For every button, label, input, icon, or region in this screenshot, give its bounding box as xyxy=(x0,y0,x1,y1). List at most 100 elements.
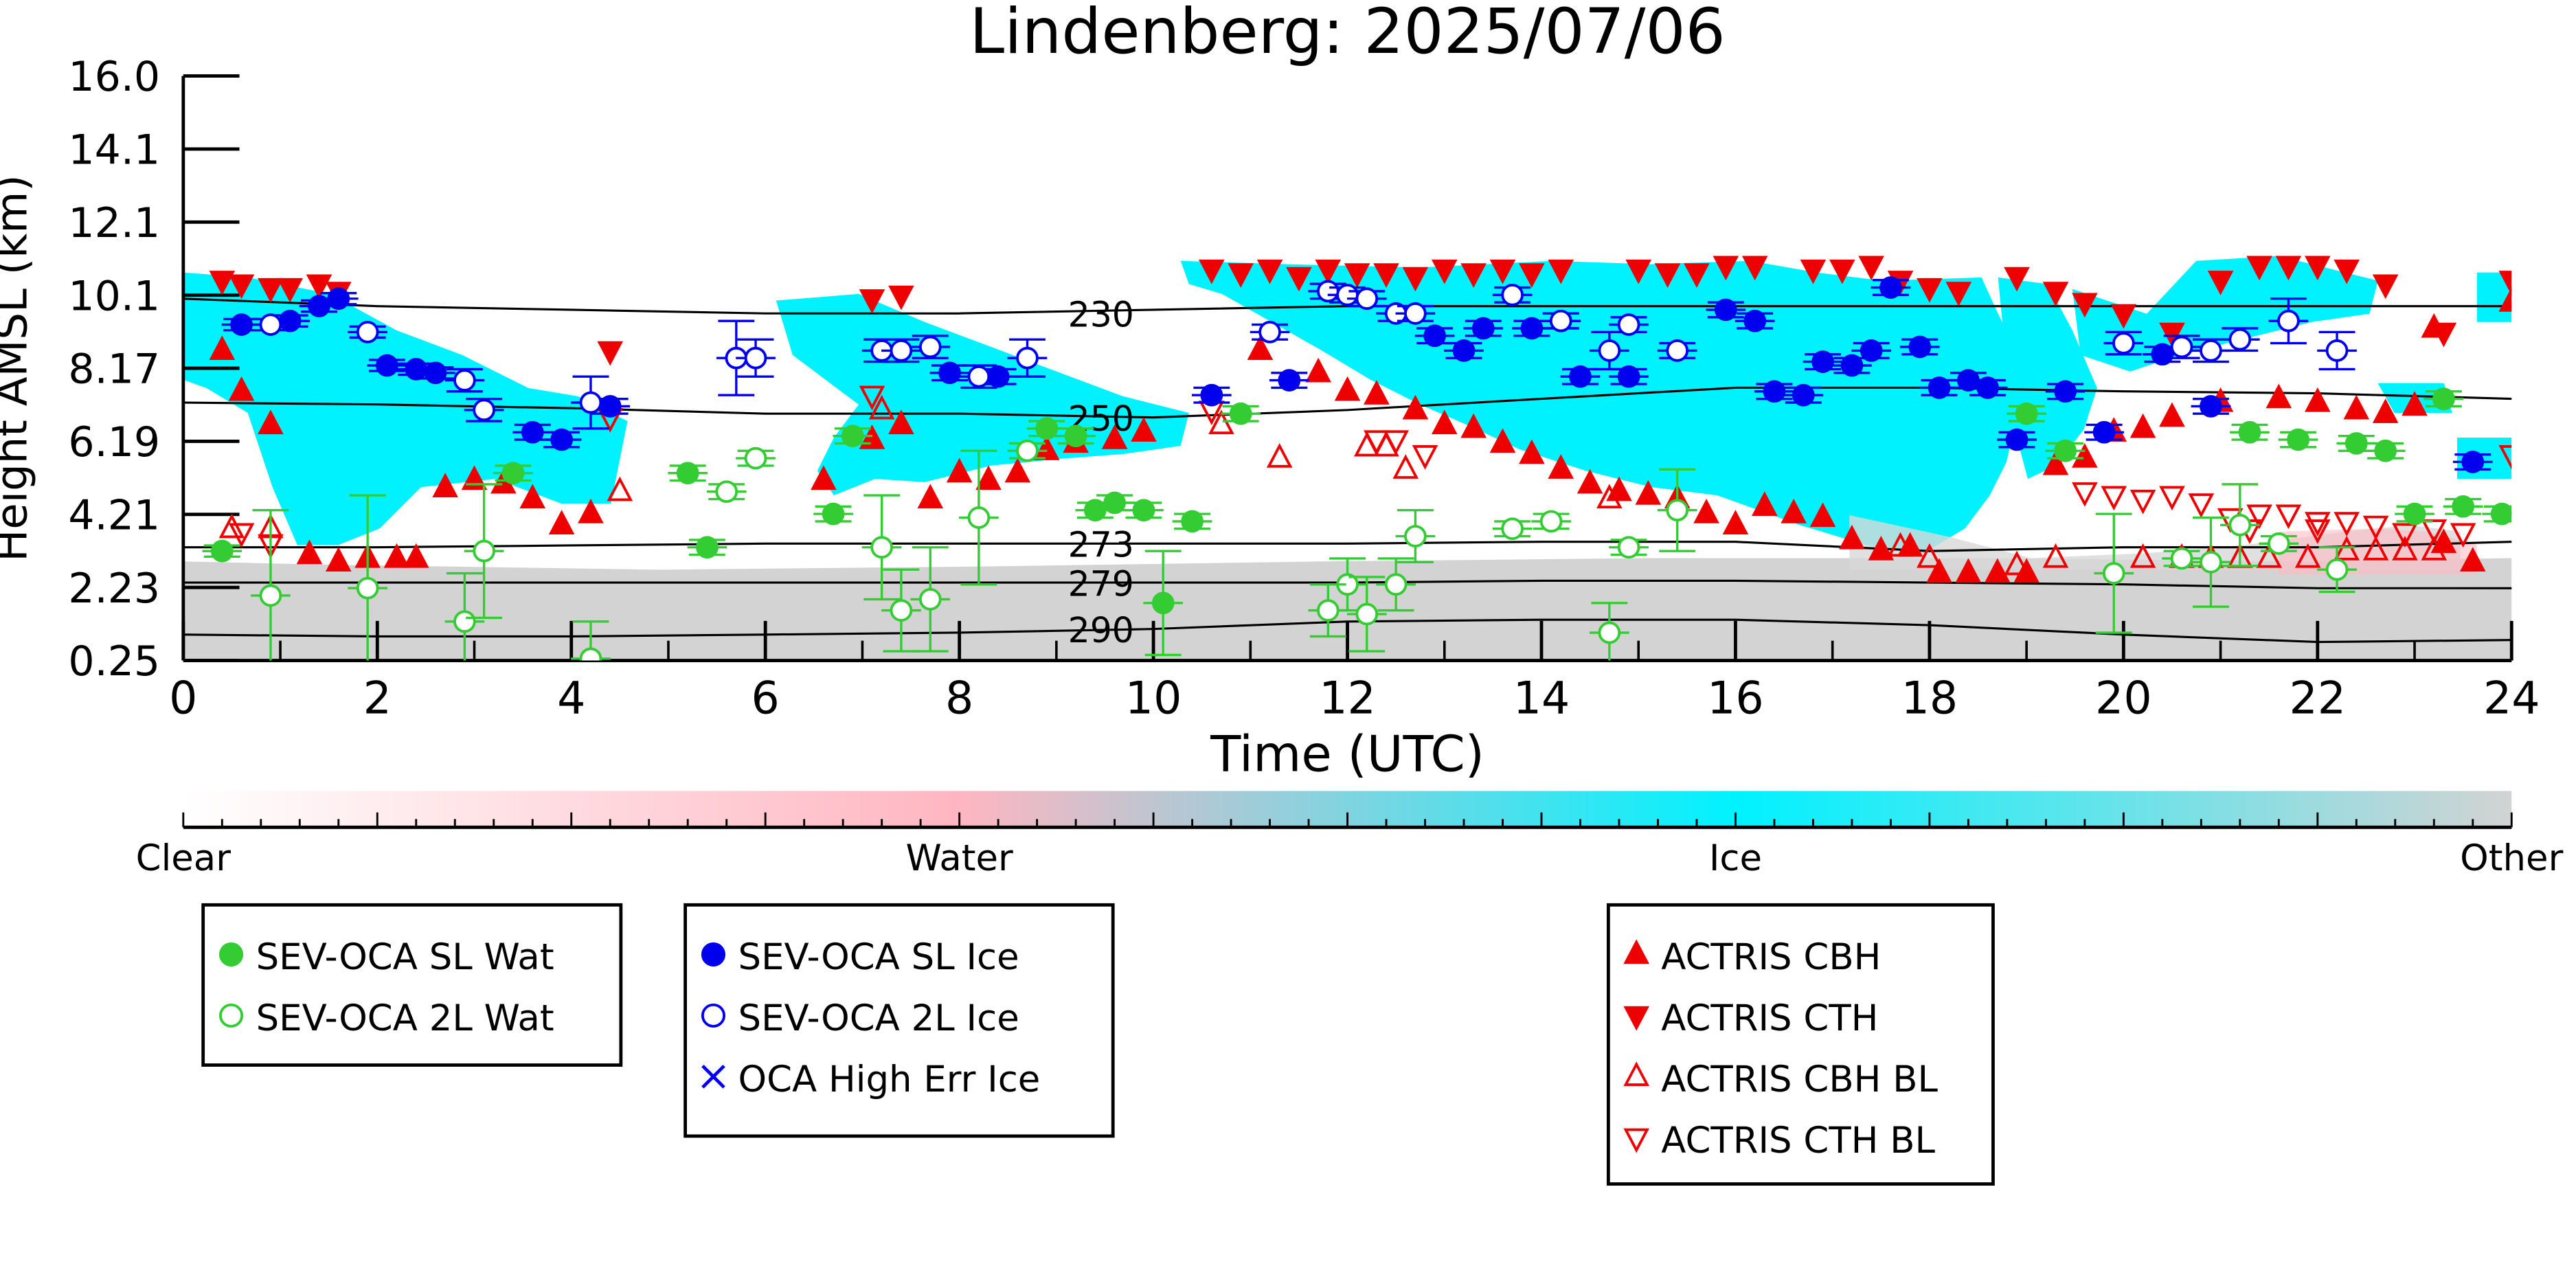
dl_ice-point-28 xyxy=(2325,339,2349,362)
isotherm-line-230 xyxy=(183,297,2512,315)
cth_bl-point-0 xyxy=(228,523,255,548)
sl_ice-point-13 xyxy=(1278,369,1301,392)
legend-label-sl_wat: SEV-OCA SL Wat xyxy=(256,936,554,978)
cth-point-21 xyxy=(1548,259,1574,284)
cth_bl-point-18 xyxy=(2362,515,2389,541)
x-tick-label-2: 2 xyxy=(363,673,392,724)
cth-point-2 xyxy=(258,278,284,303)
cth-point-42 xyxy=(2334,259,2360,284)
x-tick-label-24: 24 xyxy=(2483,673,2540,724)
cbh-point-6 xyxy=(383,543,410,568)
y-tick-label-12.1: 12.1 xyxy=(68,199,160,247)
cth-point-0 xyxy=(209,271,236,295)
dl_ice-point-26 xyxy=(2228,328,2252,351)
cth_bl-point-5 xyxy=(1364,430,1390,455)
cbh_bl-point-10 xyxy=(1887,532,1914,557)
cth-point-1 xyxy=(228,274,255,300)
dl_ice-point-24 xyxy=(2170,335,2193,359)
sl_ice-point-8 xyxy=(550,428,573,451)
cth-point-33 xyxy=(2004,267,2030,292)
cth-point-35 xyxy=(2072,293,2098,318)
dl_wat-point-26 xyxy=(2267,532,2290,555)
cth-point-41 xyxy=(2304,256,2331,281)
y-axis-label: Height AMSL (km) xyxy=(0,174,36,561)
cth-point-37 xyxy=(2159,322,2185,348)
x-tick-label-20: 20 xyxy=(2095,673,2152,724)
cbh-point-47 xyxy=(1926,558,1952,583)
x-tick-label-8: 8 xyxy=(945,673,973,724)
cth_bl-point-21 xyxy=(2450,523,2476,548)
legend-marker-cbh_bl xyxy=(1623,1061,1650,1086)
dl_wat-point-20 xyxy=(1617,536,1640,559)
cbh-point-30 xyxy=(1431,409,1458,435)
sl_ice-point-27 xyxy=(1860,339,1883,362)
cth-point-17 xyxy=(1431,259,1458,284)
cth_bl-point-15 xyxy=(2275,504,2302,530)
legend-box-2: ACTRIS CBH ACTRIS CTH ACTRIS CBH BL ACTRIS … xyxy=(1606,903,1995,1186)
cth-point-22 xyxy=(1625,259,1652,284)
cbh-point-52 xyxy=(2072,442,2098,468)
sl_wat-point-17 xyxy=(2287,428,2309,451)
series-dl_wat xyxy=(251,439,2357,661)
cbh_bl-point-23 xyxy=(2421,536,2448,561)
cbh_bl-point-18 xyxy=(2256,543,2282,568)
sl_wat-point-12 xyxy=(1181,510,1204,533)
sl_wat-point-13 xyxy=(1229,402,1252,425)
dl_wat-point-23 xyxy=(2170,547,2193,570)
cth-point-34 xyxy=(2042,282,2069,307)
isotherm-label-279: 279 xyxy=(1068,563,1134,604)
cbh_bl-point-4 xyxy=(1208,409,1234,435)
legend-marker-err_ice xyxy=(701,1064,725,1089)
cth_bl-point-8 xyxy=(2072,482,2098,507)
cth-point-24 xyxy=(1684,263,1710,289)
sl_wat-point-22 xyxy=(2452,495,2474,518)
cbh-point-59 xyxy=(2343,394,2370,420)
sl_ice-point-10 xyxy=(938,361,961,385)
cbh_bl-point-13 xyxy=(2042,543,2069,568)
cbh-point-34 xyxy=(1548,454,1574,479)
cth-point-3 xyxy=(277,278,303,303)
y-tick-label-6.19: 6.19 xyxy=(68,418,160,466)
sl_ice-point-28 xyxy=(1879,276,1902,299)
dl_wat-point-4 xyxy=(579,647,602,661)
cbh-point-2 xyxy=(258,409,284,435)
cbh-point-42 xyxy=(1781,499,1807,523)
data-points xyxy=(202,256,2512,661)
legend-label-cth_bl: ACTRIS CTH BL xyxy=(1661,1120,1935,1162)
sl_wat-point-11 xyxy=(1151,591,1175,615)
legend-label-cbh_bl: ACTRIS CBH BL xyxy=(1661,1059,1938,1100)
cbh_bl-point-12 xyxy=(2004,550,2030,576)
sl_ice-point-16 xyxy=(1471,317,1495,340)
dl_wat-point-7 xyxy=(870,536,893,559)
isotherm-label-273: 273 xyxy=(1068,525,1134,565)
legend-label-dl_ice: SEV-OCA 2L Ice xyxy=(738,997,1019,1039)
cbh-point-31 xyxy=(1460,413,1487,438)
sl_ice-point-32 xyxy=(1976,376,1999,399)
legend-marker-sl_ice xyxy=(701,942,726,967)
cth-point-31 xyxy=(1917,278,1943,303)
cbh-point-37 xyxy=(1635,480,1662,505)
chart-title: Lindenberg: 2025/07/06 xyxy=(969,0,1725,68)
cbh_bl-point-9 xyxy=(1596,484,1623,509)
dl_wat-point-25 xyxy=(2228,513,2252,536)
x-tick-label-14: 14 xyxy=(1513,673,1570,724)
legend-marker-cth xyxy=(1623,1006,1650,1031)
cth_bl-point-12 xyxy=(2188,493,2215,519)
sl_wat-point-7 xyxy=(1064,425,1087,448)
cbh-point-8 xyxy=(432,473,458,497)
cth-point-8 xyxy=(888,285,914,310)
legend-marker-dl_ice xyxy=(701,1003,726,1028)
dl_wat-point-5 xyxy=(715,480,738,504)
cth-point-26 xyxy=(1741,256,1768,281)
cbh-point-54 xyxy=(2129,413,2156,438)
legend-frame-1 xyxy=(683,903,1115,1138)
cth-point-44 xyxy=(2430,322,2457,348)
sl_ice-point-29 xyxy=(1908,335,1932,359)
cth-point-6 xyxy=(597,341,624,366)
sl_wat-point-10 xyxy=(1132,499,1155,522)
y-tick-label-14.1: 14.1 xyxy=(68,126,160,174)
sl_wat-point-15 xyxy=(2054,439,2077,462)
sl_ice-point-15 xyxy=(1452,339,1476,362)
cbh-point-64 xyxy=(2498,287,2512,312)
